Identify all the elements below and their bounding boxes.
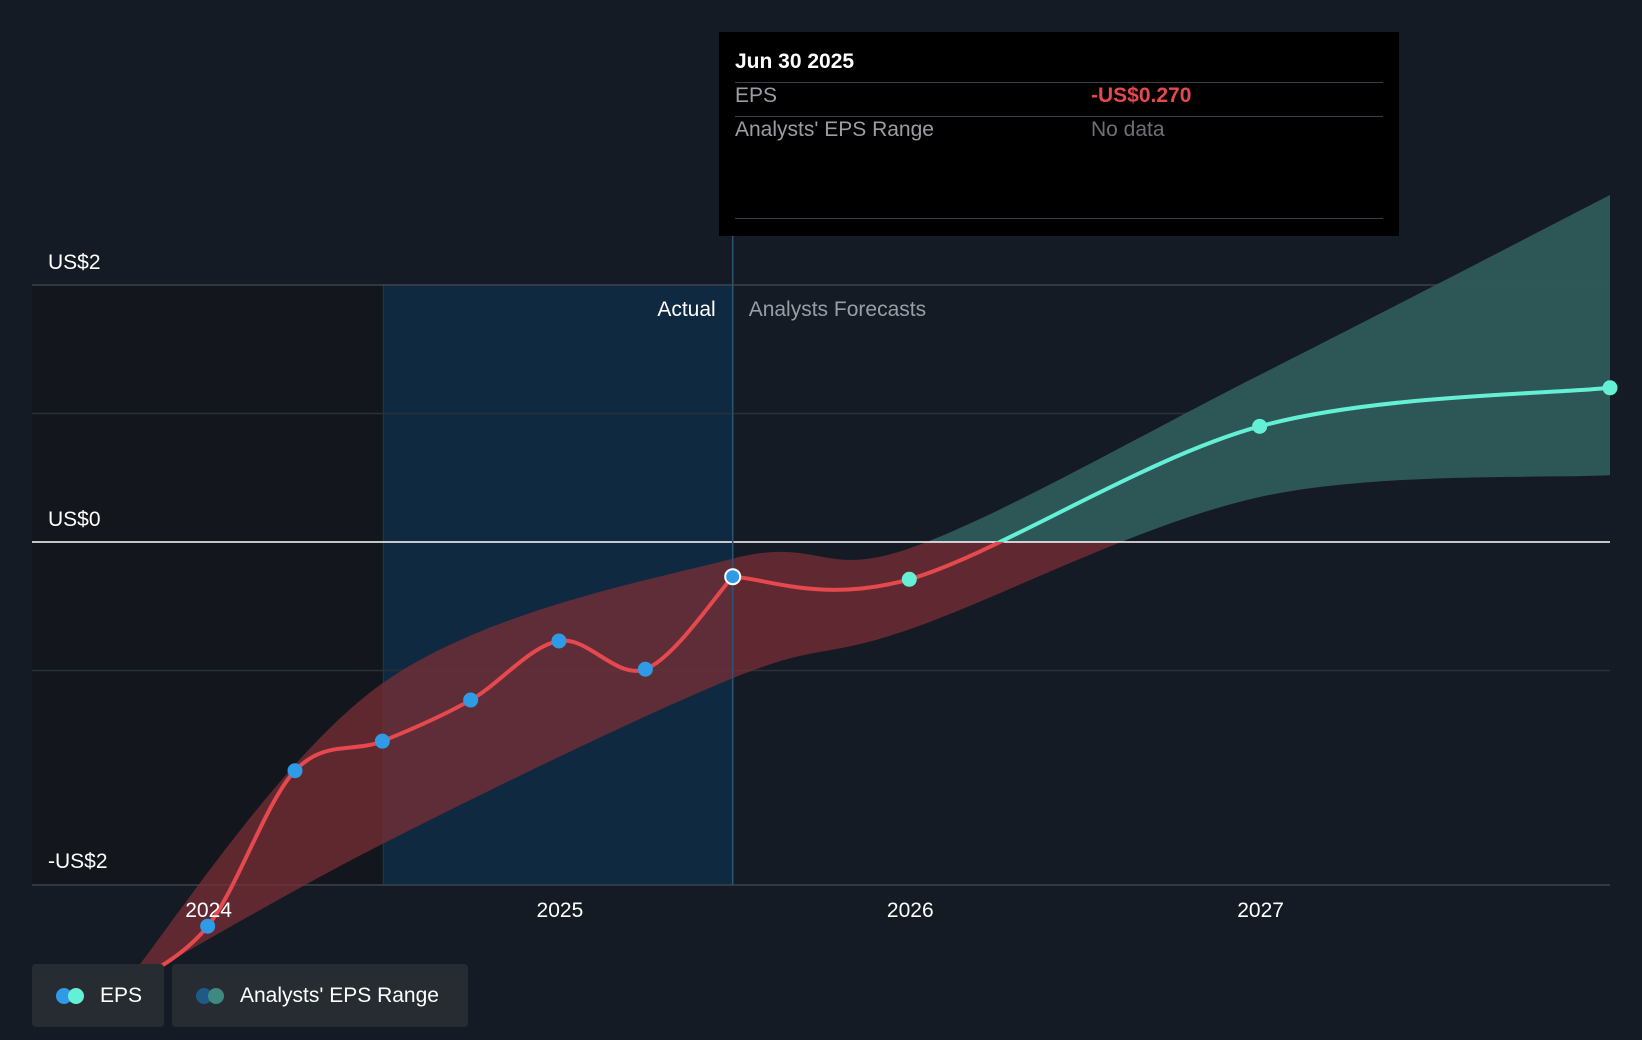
eps-point-current: [724, 568, 742, 586]
hover-tooltip: Jun 30 2025 EPS -US$0.270 Analysts' EPS …: [719, 32, 1399, 236]
x-tick-label: 2024: [185, 899, 232, 922]
legend-analysts-range[interactable]: Analysts' EPS Range: [172, 964, 468, 1027]
eps-point-forecast: [1602, 380, 1618, 396]
legend-eps-label: EPS: [100, 983, 143, 1007]
eps-point-forecast: [1252, 418, 1268, 434]
tooltip-eps-label: EPS: [735, 84, 778, 107]
y-tick-label: US$0: [48, 508, 101, 531]
actual-section-label: Actual: [657, 298, 715, 321]
eps-line: [732, 542, 1005, 592]
eps-point-forecast: [901, 571, 917, 587]
y-tick-label: US$2: [48, 251, 101, 274]
eps-point-actual: [551, 633, 567, 649]
eps-point-actual: [200, 918, 216, 934]
eps-point-actual: [463, 692, 479, 708]
x-tick-label: 2027: [1237, 899, 1284, 922]
eps-line: [995, 385, 1611, 542]
range-legend-icon: [196, 987, 226, 1004]
tooltip-eps-value: -US$0.270: [1091, 84, 1192, 107]
tooltip-date: Jun 30 2025: [735, 50, 855, 73]
x-tick-label: 2025: [537, 899, 584, 922]
analysts-range-band: [119, 542, 1122, 991]
y-tick-label: -US$2: [48, 850, 108, 873]
eps-point-actual: [374, 733, 390, 749]
tooltip-range-value: No data: [1091, 118, 1165, 141]
analysts-range-band: [926, 195, 1610, 542]
legend-range-label: Analysts' EPS Range: [240, 983, 439, 1007]
eps-legend-icon: [56, 987, 86, 1004]
x-tick-label: 2026: [887, 899, 934, 922]
tooltip-divider: [735, 116, 1383, 117]
legend-eps[interactable]: EPS: [32, 964, 164, 1027]
tooltip-divider: [735, 218, 1383, 219]
forecast-section-label: Analysts Forecasts: [749, 298, 926, 321]
eps-point-actual: [287, 763, 303, 779]
eps-point-actual: [637, 661, 653, 677]
tooltip-divider: [735, 82, 1383, 83]
tooltip-range-label: Analysts' EPS Range: [735, 118, 934, 141]
